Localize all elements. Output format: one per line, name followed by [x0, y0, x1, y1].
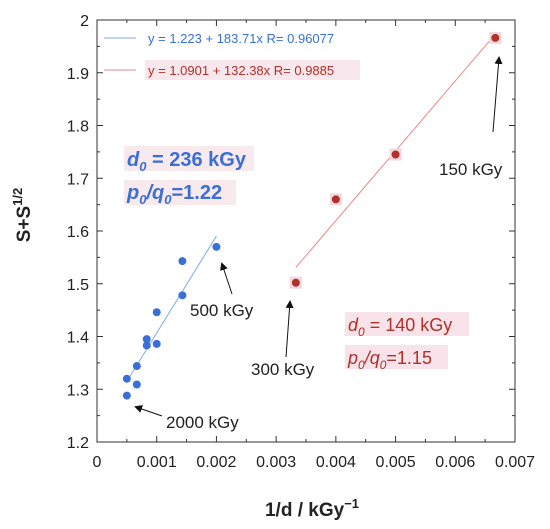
data-point [152, 339, 161, 348]
annotation-150kgy: 150 kGy [439, 160, 503, 179]
data-point [152, 308, 161, 317]
data-point [142, 341, 151, 350]
data-point [212, 242, 221, 251]
x-tick-label: 0.006 [435, 454, 475, 471]
annotation-arrow-2 [285, 300, 294, 358]
y-tick-label: 1.4 [67, 330, 89, 347]
data-point [491, 33, 500, 42]
legend-highlight-red [145, 60, 360, 80]
annotation-arrow-0 [492, 56, 503, 133]
x-tick-label: 0.002 [196, 454, 236, 471]
x-tick-label: 0.001 [137, 454, 177, 471]
blue-d0: d0 = 236 kGy [127, 149, 247, 174]
y-axis-label: S+S1/2 [10, 188, 35, 243]
x-tick-label: 0 [93, 454, 102, 471]
data-point [122, 374, 131, 383]
y-tick-label: 1.9 [67, 66, 89, 83]
data-point [132, 362, 141, 371]
data-point [142, 335, 151, 344]
annotation-arrow-3 [134, 405, 163, 417]
fit-line-0 [126, 235, 217, 382]
blue-params: d0 = 236 kGy p0/q0=1.22 [124, 146, 254, 207]
x-tick-label: 0.007 [495, 454, 535, 471]
y-tick-label: 1.3 [67, 382, 89, 399]
data-point [122, 391, 131, 400]
x-tick-label: 0.005 [376, 454, 416, 471]
data-point [291, 278, 300, 287]
legend-equation-red: y = 1.0901 + 132.38x R= 0.9885 [148, 63, 334, 78]
legend-equation-blue: y = 1.223 + 183.71x R= 0.96077 [148, 31, 334, 46]
y-tick-label: 1.2 [67, 435, 89, 452]
annotation-2000kgy: 2000 kGy [166, 413, 239, 432]
x-tick-label: 0.004 [316, 454, 356, 471]
annotation-500kgy: 500 kGy [190, 301, 254, 320]
data-point [132, 380, 141, 389]
y-tick-label: 1.5 [67, 277, 89, 294]
data-point [178, 291, 187, 300]
data-point [178, 257, 187, 266]
y-tick-label: 1.6 [67, 224, 89, 241]
data-point [391, 150, 400, 159]
x-axis-label: 1/d / kGy−1 [265, 496, 359, 521]
red-params: d0 = 140 kGy p0/q0=1.15 [345, 312, 469, 372]
annotation-arrow-1 [220, 262, 233, 295]
y-tick-label: 1.8 [67, 119, 89, 136]
y-tick-label: 1.7 [67, 171, 89, 188]
y-tick-label: 2 [80, 13, 89, 30]
x-tick-label: 0.003 [256, 454, 296, 471]
data-point [331, 195, 340, 204]
annotation-300kgy: 300 kGy [251, 360, 315, 379]
